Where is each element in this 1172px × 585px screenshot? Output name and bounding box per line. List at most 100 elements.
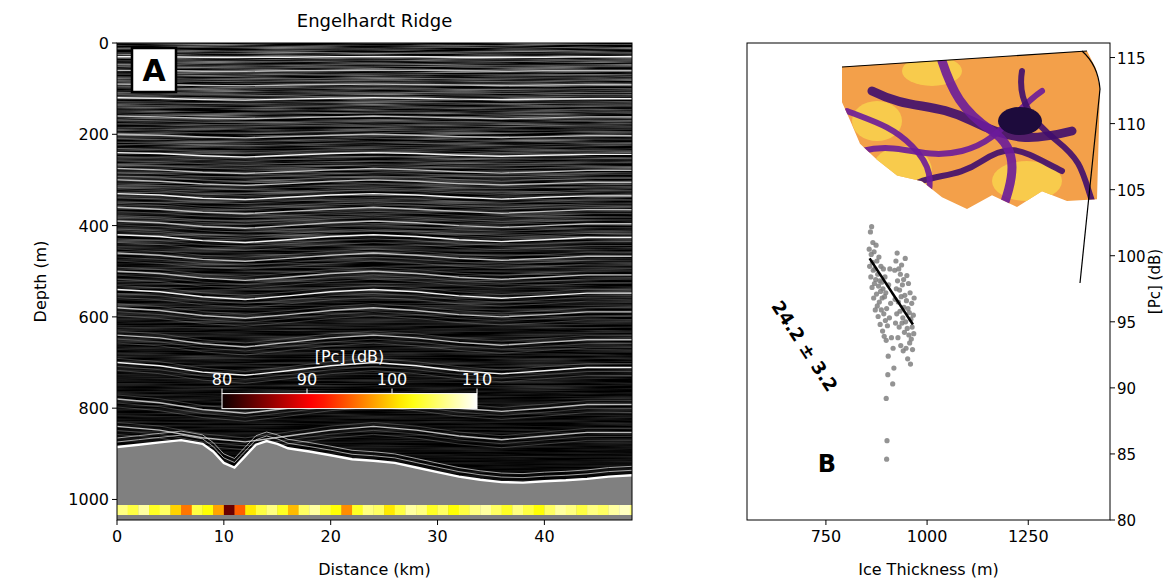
layer-texture: [117, 316, 632, 327]
bed: [117, 440, 632, 483]
layer-texture: [117, 198, 632, 204]
layer-texture: [117, 66, 632, 68]
pc-cell: [170, 505, 181, 515]
panel-letter: A: [142, 53, 166, 88]
point: [893, 258, 898, 263]
y-tick-label: 80: [1117, 512, 1136, 530]
x-tick-label: 20: [321, 527, 341, 546]
pc-cell: [352, 505, 363, 515]
layer: [117, 335, 632, 347]
layer: [117, 194, 632, 200]
point: [881, 266, 886, 271]
point: [904, 273, 909, 278]
point: [903, 346, 908, 351]
pc-cell: [309, 505, 320, 515]
x-tick: [1028, 520, 1029, 525]
layer-texture: [117, 106, 632, 108]
point: [909, 336, 914, 341]
pc-cell: [544, 505, 555, 515]
point: [886, 354, 891, 359]
map-patch: [998, 107, 1042, 135]
layer-texture: [117, 286, 632, 296]
point: [900, 282, 905, 287]
pc-cell: [341, 505, 352, 515]
point: [884, 396, 889, 401]
pc-cell: [320, 505, 331, 515]
plot-area: [867, 224, 917, 462]
y-tick: [1110, 387, 1115, 388]
point: [905, 326, 910, 331]
layer-texture: [117, 261, 632, 269]
layer: [117, 308, 632, 319]
x-tick: [544, 520, 545, 525]
y-tick-label: 115: [1117, 50, 1146, 68]
y-tick: [1110, 255, 1115, 256]
pc-cell: [448, 505, 459, 515]
point: [885, 323, 890, 328]
pc-cell: [192, 505, 203, 515]
point: [904, 298, 909, 303]
pc-cell: [288, 505, 299, 515]
y-tick: [1110, 520, 1115, 521]
y-tick-label: 0: [99, 34, 109, 53]
y-tick: [1110, 57, 1115, 58]
layer: [117, 70, 632, 72]
point: [883, 290, 888, 295]
layer-texture: [117, 64, 632, 66]
point: [885, 372, 890, 377]
pc-cell: [534, 505, 545, 515]
layer-texture: [117, 138, 632, 142]
point: [893, 321, 898, 326]
pc-cell: [470, 505, 481, 515]
point: [884, 438, 889, 443]
layer: [117, 426, 632, 442]
point: [884, 306, 889, 311]
layer-texture: [117, 94, 632, 96]
pc-cell: [373, 505, 384, 515]
point: [898, 343, 903, 348]
point: [876, 314, 881, 319]
point: [912, 295, 917, 300]
layer: [117, 153, 632, 158]
y-tick: [112, 43, 117, 44]
layer: [117, 207, 632, 213]
x-tick-label: 1250: [1008, 527, 1049, 546]
point: [876, 254, 881, 259]
map-streak: [862, 91, 1042, 154]
pc-cell: [267, 505, 278, 515]
point: [889, 335, 894, 340]
inset-map: [842, 51, 1100, 211]
pc-cell: [160, 505, 171, 515]
point: [899, 262, 904, 267]
point: [867, 247, 872, 252]
x-tick-label: 30: [427, 527, 447, 546]
pc-cell: [277, 505, 288, 515]
x-tick-label: 0: [112, 527, 122, 546]
pc-cell: [576, 505, 587, 515]
fit-line: [870, 258, 913, 324]
point: [878, 322, 883, 327]
layer: [117, 253, 632, 261]
pc-cell: [587, 505, 598, 515]
point: [911, 331, 916, 336]
x-tick-label: 40: [534, 527, 554, 546]
y-axis-title: Depth (m): [31, 241, 50, 323]
colorbar: [222, 394, 477, 409]
y-tick-label: 400: [78, 217, 109, 236]
y-tick: [112, 134, 117, 135]
pc-cell: [598, 505, 609, 515]
frame: [747, 43, 1110, 520]
layer-texture: [117, 74, 632, 76]
pc-cell: [117, 505, 128, 515]
colorbar-tick: [222, 389, 223, 394]
x-tick-label: 10: [214, 527, 234, 546]
layer: [117, 134, 632, 138]
annotation: 24.2 ± 3.2: [768, 297, 842, 395]
layer: [117, 169, 632, 174]
x-tick: [117, 520, 118, 525]
echogram: [117, 43, 632, 520]
echogram-texture: [117, 43, 632, 520]
point: [895, 278, 900, 283]
x-axis-title: Ice Thickness (m): [858, 560, 999, 579]
point: [906, 281, 911, 286]
